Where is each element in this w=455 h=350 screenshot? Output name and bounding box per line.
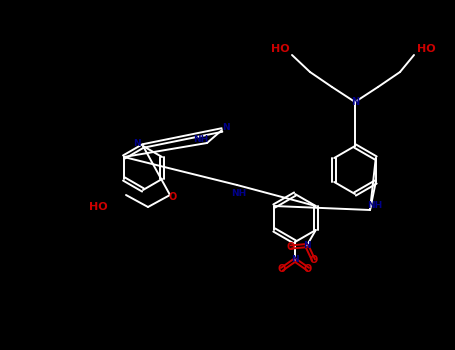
- Text: NH: NH: [367, 201, 383, 210]
- Text: NH: NH: [232, 189, 247, 197]
- Text: O: O: [169, 192, 177, 202]
- Text: N: N: [222, 124, 230, 133]
- Text: N: N: [351, 97, 359, 107]
- Text: O: O: [278, 264, 286, 274]
- Text: HO: HO: [417, 44, 435, 54]
- Text: HO: HO: [89, 202, 107, 212]
- Text: O: O: [304, 264, 312, 274]
- Text: N: N: [291, 256, 299, 265]
- Text: O: O: [287, 242, 295, 252]
- Text: N: N: [133, 140, 141, 148]
- Text: O: O: [309, 255, 318, 265]
- Text: HO: HO: [271, 44, 289, 54]
- Text: NH: NH: [193, 134, 209, 144]
- Text: N: N: [303, 241, 311, 250]
